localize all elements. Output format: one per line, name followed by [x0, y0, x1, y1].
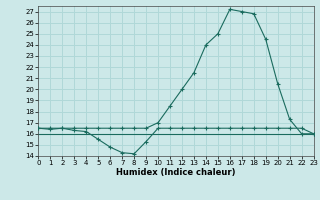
X-axis label: Humidex (Indice chaleur): Humidex (Indice chaleur)	[116, 168, 236, 177]
